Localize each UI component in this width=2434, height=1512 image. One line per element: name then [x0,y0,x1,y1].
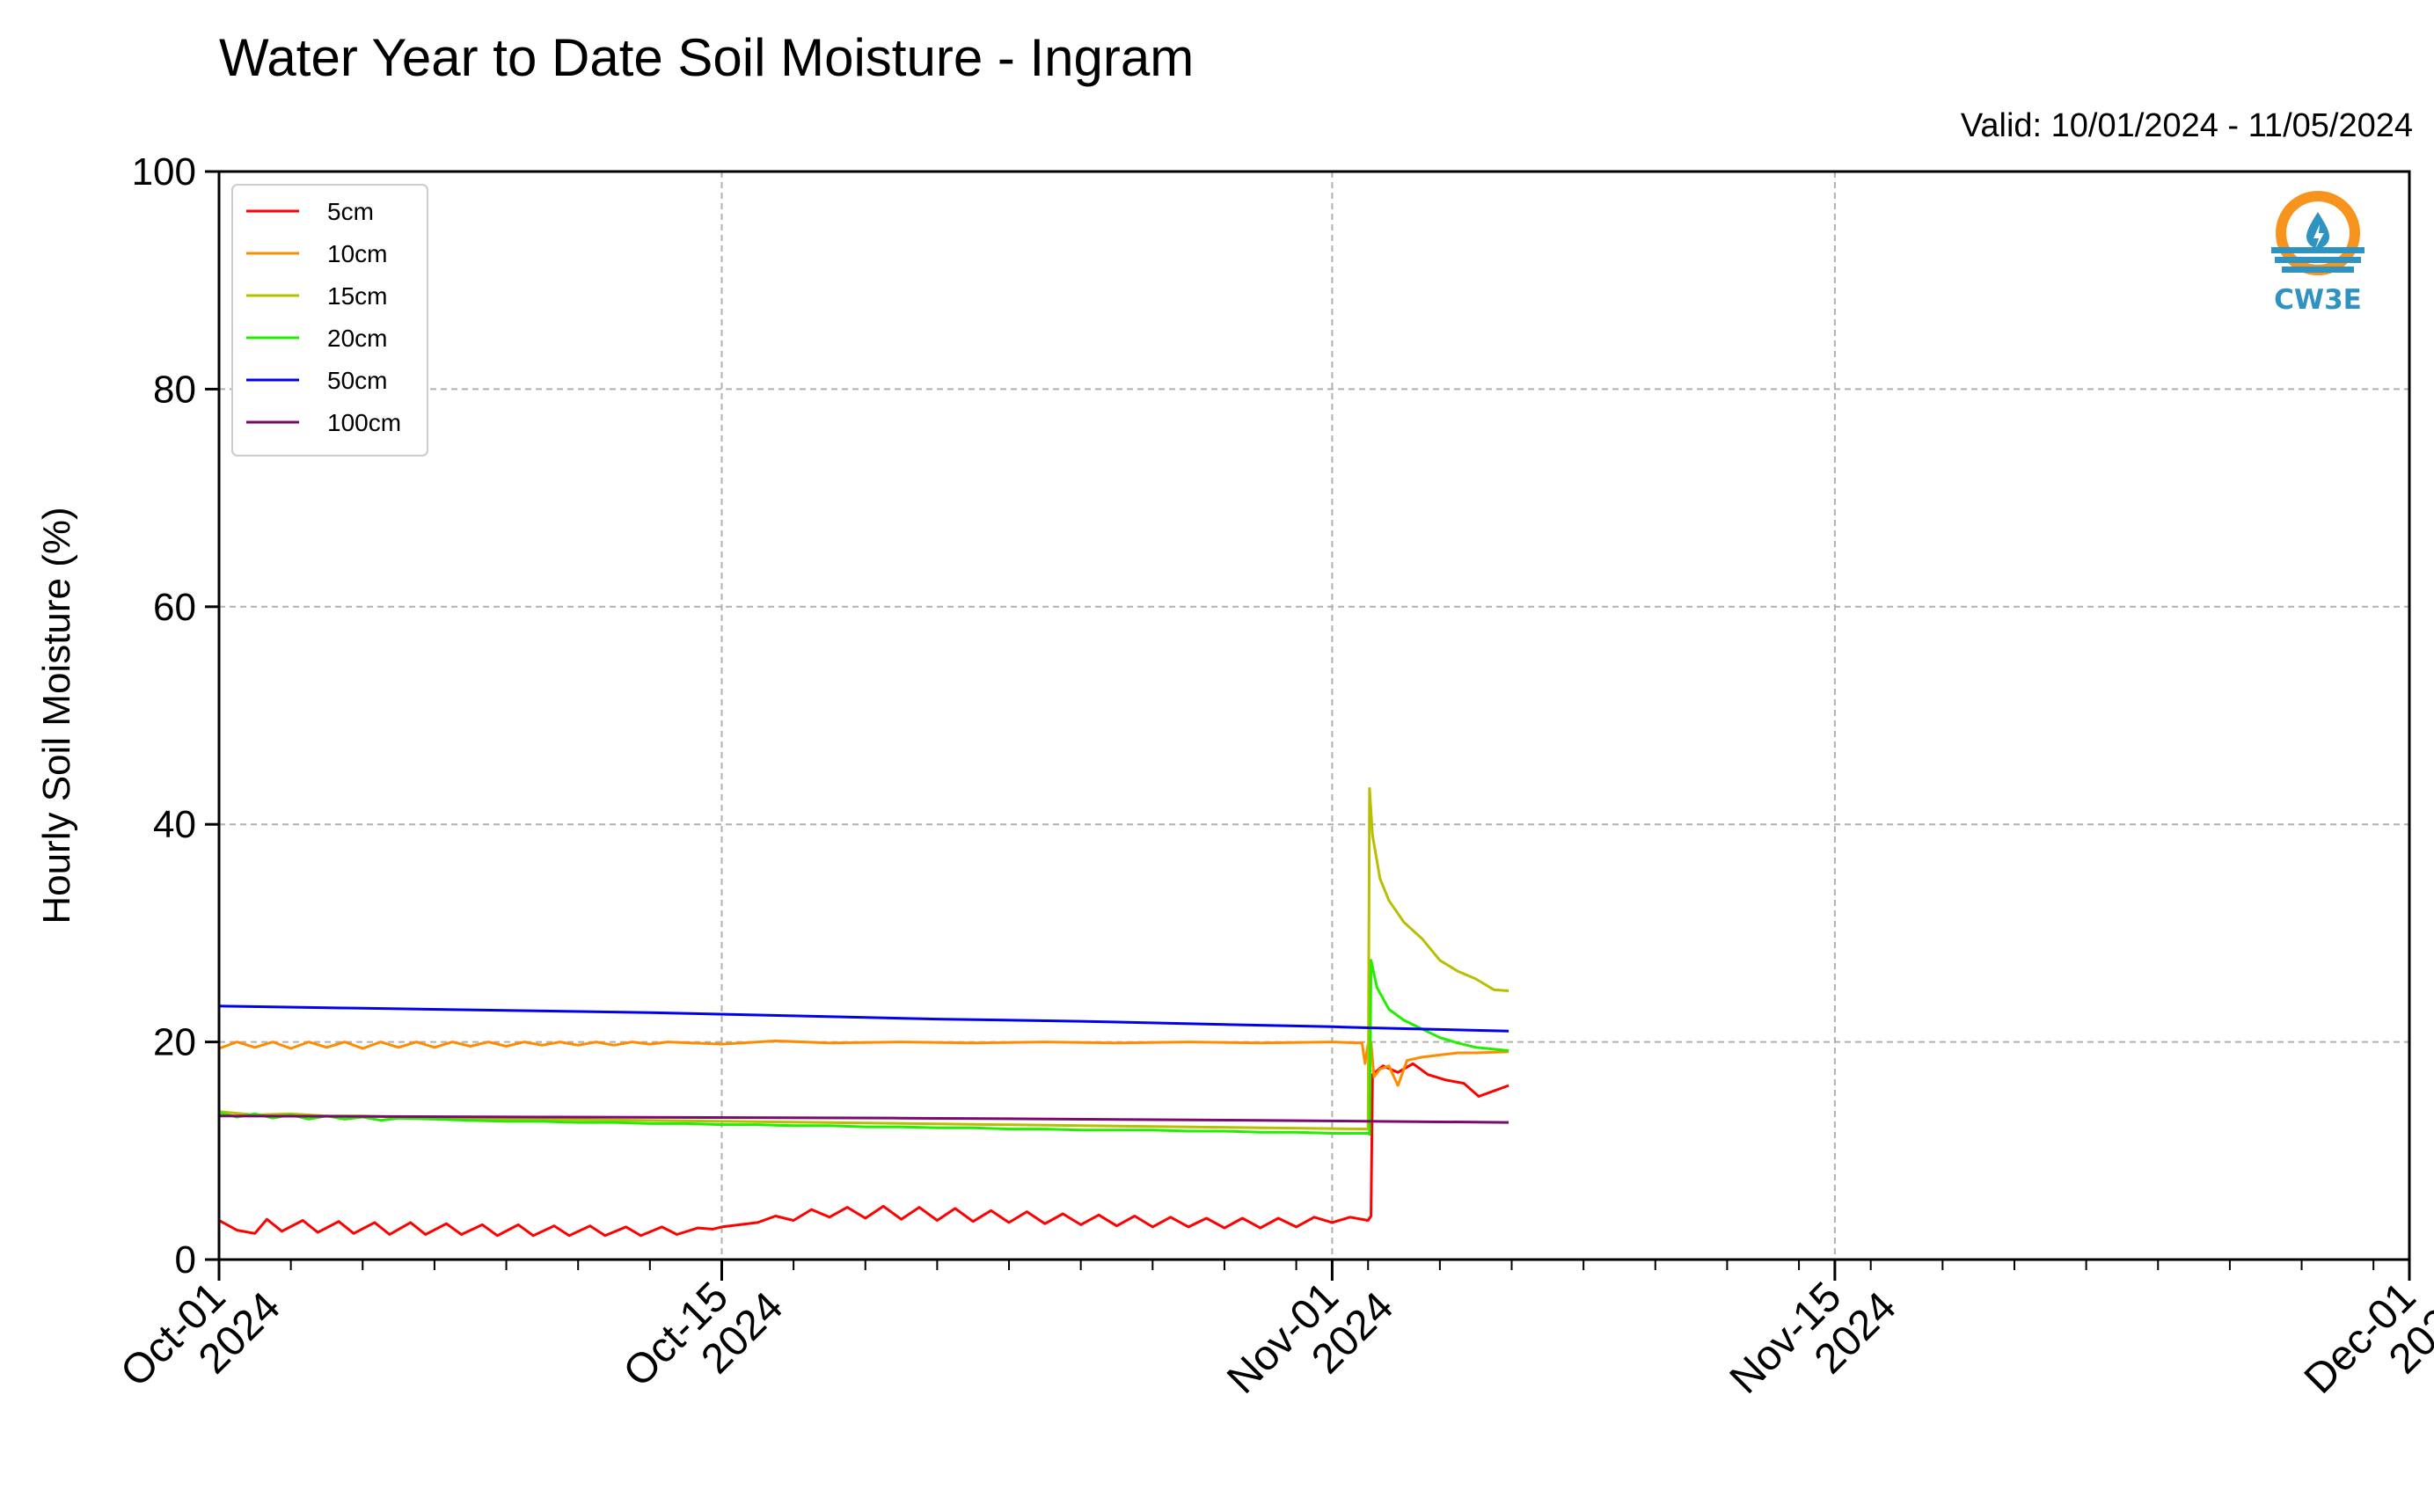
legend-label-20cm: 20cm [327,325,387,352]
y-axis-label: Hourly Soil Moisture (%) [35,507,78,924]
legend-label-50cm: 50cm [327,367,387,394]
y-tick-label: 100 [132,150,196,194]
chart-title: Water Year to Date Soil Moisture - Ingra… [219,28,1195,87]
y-axis: 0 20 40 60 80 100 [132,150,219,1282]
series-line-50cm [218,1004,1509,1033]
y-tick-label: 60 [153,586,196,629]
y-tick-label: 80 [153,368,196,411]
y-tick-label: 40 [153,803,196,846]
series-lines [218,786,1509,1238]
plot-frame [217,170,2411,1261]
cw3e-logo-text: CW3E [2274,284,2362,316]
legend-label-10cm: 10cm [327,240,387,267]
grid-lines [219,172,2409,1260]
legend-label-5cm: 5cm [327,198,374,225]
y-tick-label: 0 [175,1238,196,1282]
cw3e-logo-icon [2271,191,2365,275]
series-line-10cm [218,1039,1509,1087]
series-line-20cm [218,959,1509,1136]
series-line-100cm [218,1114,1509,1124]
legend: 5cm 10cm 15cm 20cm 50cm 100cm [231,184,428,457]
cw3e-logo: CW3E [2252,180,2384,330]
legend-label-100cm: 100cm [327,409,401,436]
legend-label-15cm: 15cm [327,282,387,310]
y-tick-label: 20 [153,1021,196,1064]
series-line-5cm [218,1062,1509,1238]
series-line-15cm [218,786,1509,1131]
valid-date-range: Valid: 10/01/2024 - 11/05/2024 [1960,107,2413,144]
